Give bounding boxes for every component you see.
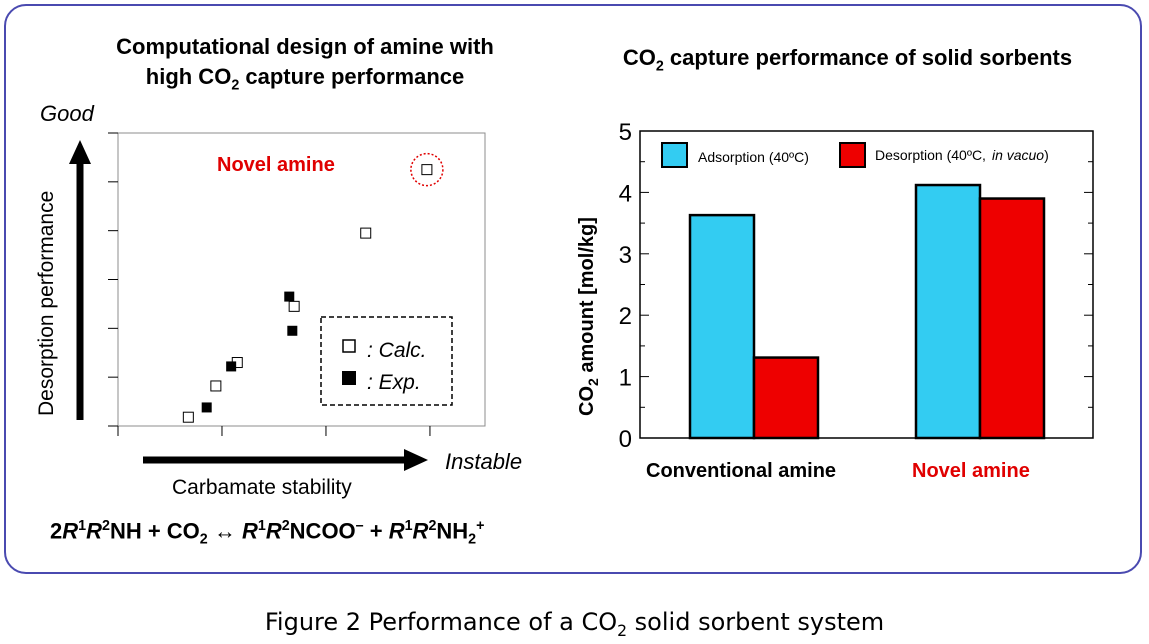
x-axis-label: Carbamate stability [172, 476, 352, 499]
eq-r-e: R [388, 518, 405, 544]
eq-nh2: NH [436, 518, 469, 544]
legend-desorption-swatch [839, 142, 866, 168]
figure-frame [4, 4, 1142, 574]
left-title-line2-sub: 2 [231, 77, 240, 94]
caption-pre: Figure 2 Performance of a CO [264, 608, 618, 636]
bar-y-tick-label: 3 [619, 242, 632, 269]
caption-post: solid sorbent system [627, 608, 885, 636]
bar-ticks: 0 1 2 3 4 5 [619, 119, 1093, 453]
left-panel-title: Computational design of amine with high … [40, 32, 570, 100]
scatter-points [182, 152, 444, 423]
bar-y-label-sub: 2 [585, 378, 601, 386]
legend-exp-label: : Exp. [367, 371, 421, 394]
scatter-chart: Good Desorption performance Instable Car… [35, 101, 522, 499]
right-title-sub: 2 [655, 58, 664, 75]
bar-y-tick-label: 5 [619, 119, 632, 146]
scatter-point-calc [421, 164, 433, 176]
scatter-point-calc [360, 227, 372, 239]
category-label-novel: Novel amine [912, 460, 1030, 482]
legend-adsorption-swatch [661, 142, 688, 168]
scatter-legend-box [320, 316, 453, 406]
eq-sup-2b: 2 [281, 518, 290, 534]
eq-sup-1b: 1 [257, 518, 266, 534]
bar-y-label-post: amount [mol/kg] [576, 217, 598, 378]
bar-desorption [978, 197, 1046, 440]
eq-r-b: R [86, 518, 102, 544]
bar-y-tick-label: 2 [619, 303, 632, 330]
legend-desorption-italic: in vacuo [992, 147, 1044, 163]
scatter-point-calc [288, 300, 300, 312]
left-title-line1: Computational design of amine with [116, 34, 494, 59]
figure-caption: Figure 2 Performance of a CO2 solid sorb… [0, 608, 1149, 640]
legend-desorption-main: Desorption (40ºC, [875, 147, 986, 163]
legend-adsorption-label: Adsorption (40ºC) [698, 149, 809, 165]
scatter-point-calc [182, 411, 194, 423]
eq-sup-2c: 2 [428, 518, 437, 534]
eq-sup-2a: 2 [101, 518, 110, 534]
legend-open-square [342, 339, 356, 353]
eq-minus: – [355, 518, 364, 534]
eq-coef: 2 [50, 518, 63, 544]
category-label-conventional: Conventional amine [646, 460, 837, 482]
right-panel-title: CO2 capture performance of solid sorbent… [565, 43, 1130, 81]
x-arrow-head [404, 449, 428, 471]
bar-y-tick-label: 0 [619, 426, 632, 453]
y-axis-label: Desorption performance [35, 191, 58, 416]
legend-filled-square [342, 371, 356, 385]
legend-calc-label: : Calc. [367, 339, 427, 362]
novel-amine-highlight-circle [410, 152, 444, 187]
scatter-point-calc [210, 380, 222, 392]
scatter-point-exp [287, 325, 298, 336]
bar-desorption [752, 356, 820, 440]
bar-y-axis-label: CO2 amount [mol/kg] [576, 217, 601, 416]
y-top-label: Good [40, 101, 95, 126]
eq-r-a: R [62, 518, 79, 544]
bar-adsorption [688, 213, 756, 440]
right-title-pre: CO [622, 45, 656, 70]
reaction-equation: 2R1R2NH + CO2 ↔ R1R2NCOO– + R1R2NH2+ [50, 518, 484, 548]
scatter-point-exp [226, 361, 237, 372]
bars [688, 183, 1046, 440]
left-title-line2: high CO2 capture performance [40, 62, 570, 100]
x-right-label: Instable [445, 449, 522, 474]
bar-y-tick-label: 1 [619, 365, 632, 392]
bar-y-tick-label: 4 [619, 180, 632, 207]
legend-desorption-close: ) [1044, 147, 1049, 163]
bar-y-label-pre: CO [576, 386, 598, 416]
scatter-ticks [108, 132, 431, 436]
eq-sup-1c: 1 [404, 518, 413, 534]
eq-arrow: ↔ [207, 518, 242, 544]
eq-sub-2b: 2 [468, 531, 477, 548]
eq-sup-1a: 1 [78, 518, 87, 534]
eq-r-c: R [241, 518, 258, 544]
scatter-point-exp [284, 291, 295, 302]
right-title-post: capture performance of solid sorbents [663, 45, 1073, 70]
left-title-line2-post: capture performance [239, 64, 465, 89]
caption-sub: 2 [617, 621, 628, 640]
y-arrow-head [69, 140, 91, 164]
eq-plus: + [363, 518, 389, 544]
scatter-point-exp [201, 402, 212, 413]
scatter-plot-frame [117, 132, 486, 427]
eq-r-d: R [265, 518, 282, 544]
legend-desorption-label: Desorption (40ºC, in vacuo) [875, 147, 1049, 163]
left-title-line2-pre: high CO [145, 64, 232, 89]
eq-sub-2: 2 [199, 531, 208, 548]
novel-amine-annotation: Novel amine [217, 154, 335, 176]
bar-adsorption [914, 183, 982, 440]
eq-ncoo: NCOO [289, 518, 356, 544]
eq-r-f: R [412, 518, 429, 544]
eq-nh-co: NH + CO [109, 518, 200, 544]
eq-plus-charge: + [476, 518, 485, 534]
